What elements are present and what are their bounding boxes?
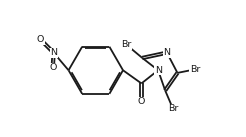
Text: O: O [37,35,44,44]
Text: Br: Br [168,104,178,113]
Text: N: N [50,48,57,57]
Text: Br: Br [121,40,132,49]
Text: Br: Br [190,65,200,74]
Text: O: O [49,63,56,72]
Text: N: N [155,66,162,75]
Text: N: N [163,48,170,57]
Text: O: O [138,97,145,106]
